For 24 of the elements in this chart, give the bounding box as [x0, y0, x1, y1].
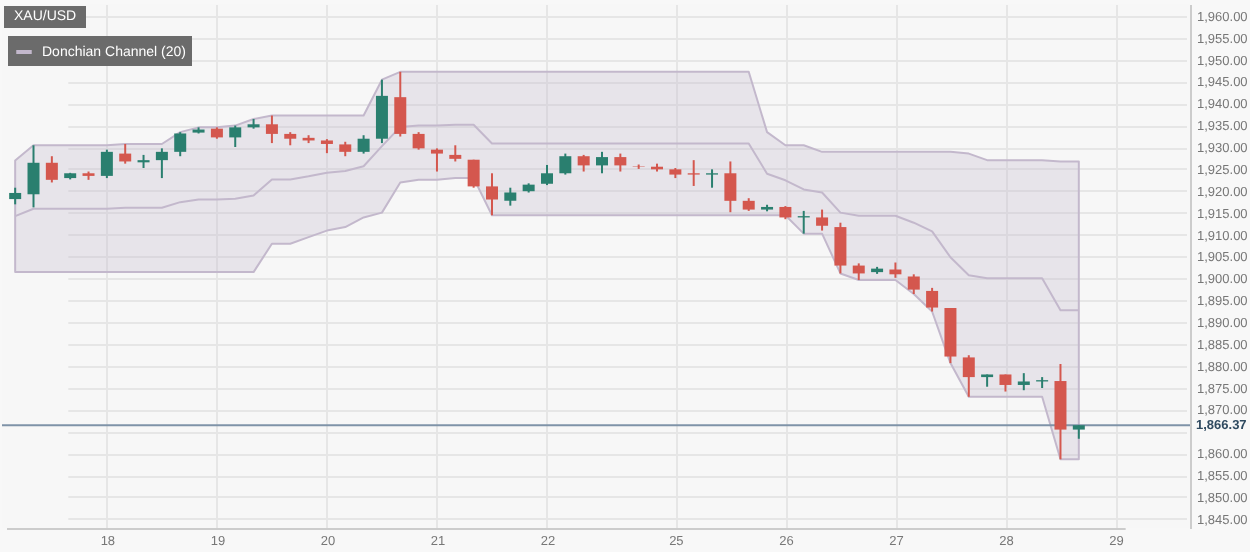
candlestick — [430, 147, 443, 173]
candlestick — [155, 147, 168, 180]
candlestick — [357, 134, 370, 155]
candlestick — [375, 78, 388, 145]
candlestick — [926, 286, 939, 313]
candlestick — [27, 144, 40, 209]
candlestick — [45, 155, 58, 184]
candlestick — [816, 208, 829, 232]
candlestick — [706, 168, 719, 189]
candlestick — [265, 114, 278, 145]
candlestick — [394, 70, 407, 138]
candlestick — [834, 221, 847, 275]
candlestick — [485, 172, 498, 217]
candlestick — [540, 163, 553, 187]
candlestick — [229, 124, 242, 149]
candlestick — [100, 148, 113, 180]
candlestick — [962, 354, 975, 398]
candlestick — [596, 150, 609, 175]
candlestick — [174, 131, 187, 158]
candlestick — [467, 158, 480, 189]
candlestick — [724, 160, 737, 214]
candlestick — [559, 152, 572, 176]
candlestick — [907, 273, 920, 295]
candlestick — [687, 159, 700, 187]
